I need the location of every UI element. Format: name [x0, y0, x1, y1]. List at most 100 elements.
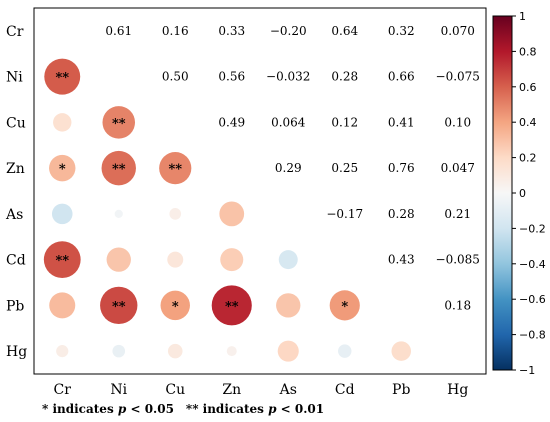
corr-circle [338, 344, 352, 358]
corr-value-label: −0.032 [266, 70, 310, 84]
significance-mark: * [172, 299, 179, 314]
colorbar-tick-label: 0 [519, 187, 526, 200]
corr-circle [329, 290, 360, 321]
x-tick-label: Ni [110, 382, 127, 398]
corr-circle [101, 150, 136, 186]
corr-value-label: 0.49 [218, 115, 245, 129]
significance-footnote: * indicates p < 0.05 ** indicates p < 0.0… [42, 402, 324, 416]
colorbar-tick-label: −1 [519, 364, 535, 377]
corr-circle [49, 154, 76, 182]
corr-value-label: 0.32 [388, 24, 415, 38]
y-tick-label: As [5, 207, 23, 223]
corr-circle [169, 208, 182, 220]
y-tick-label: Hg [6, 344, 27, 360]
corr-circle [43, 241, 81, 279]
y-tick-label: Zn [6, 161, 25, 177]
corr-value-label: 0.41 [388, 115, 415, 129]
corr-circle [277, 340, 299, 362]
y-tick-label: Ni [6, 70, 23, 86]
x-tick-label: Zn [222, 382, 241, 398]
footnote-p-2: p [268, 402, 277, 416]
corr-value-label: −0.17 [326, 207, 363, 221]
corr-value-label: 0.12 [331, 115, 358, 129]
colorbar-tick-label: 1 [519, 10, 526, 23]
y-tick-label: Pb [6, 298, 24, 314]
corr-value-label: −0.20 [270, 24, 307, 38]
corr-value-label: 0.25 [331, 161, 358, 175]
x-tick-label: Pb [392, 382, 410, 398]
colorbar-tick-label: 0.6 [519, 81, 537, 94]
colorbar-tick-label: 0.8 [519, 45, 537, 58]
corr-circle [226, 346, 237, 357]
footnote-text-3: ** indicates [185, 402, 269, 416]
significance-mark: ** [55, 254, 69, 269]
significance-mark: * [59, 162, 66, 177]
footnote-text-2: < 0.05 [126, 402, 174, 416]
corr-circle [106, 247, 131, 272]
footnote-text-4: < 0.01 [276, 402, 325, 416]
corr-circle [219, 201, 245, 227]
corr-value-label: 0.33 [218, 24, 245, 38]
corr-circle [44, 58, 81, 95]
corr-circle [56, 345, 69, 358]
colorbar-tick-label: −0.8 [519, 329, 546, 342]
significance-mark: ** [225, 299, 239, 314]
significance-mark: ** [55, 71, 69, 86]
footnote-text-1: * indicates [42, 402, 118, 416]
corr-circle [49, 292, 76, 319]
corr-circle [53, 113, 72, 132]
colorbar-tick-label: 0.4 [519, 116, 537, 129]
x-tick-label: Cr [54, 382, 72, 398]
y-tick-label: Cu [6, 115, 26, 131]
corr-value-label: 0.070 [441, 24, 475, 38]
plot-frame [33, 7, 487, 375]
x-tick-label: Cd [335, 382, 355, 398]
colorbar-tick-label: 0.2 [519, 152, 537, 165]
corr-value-label: 0.10 [444, 115, 471, 129]
corr-value-label: 0.50 [162, 70, 189, 84]
colorbar-tick-label: −0.2 [519, 222, 546, 235]
corr-value-label: 0.29 [275, 161, 302, 175]
colorbar-tick-label: −0.6 [519, 293, 546, 306]
corr-value-label: 0.43 [388, 253, 415, 267]
corr-value-label: 0.76 [388, 161, 415, 175]
corr-value-label: 0.28 [388, 207, 415, 221]
corr-circle [114, 209, 123, 218]
corr-circle [100, 286, 138, 325]
significance-mark: * [341, 299, 348, 314]
corr-circle [160, 290, 190, 321]
corr-circle [51, 203, 73, 225]
significance-mark: ** [112, 116, 126, 131]
x-tick-label: As [279, 382, 297, 398]
y-tick-label: Cd [6, 253, 26, 269]
corr-circle [167, 251, 184, 268]
corr-circle [220, 248, 244, 272]
colorbar-tick-label: −0.4 [519, 258, 546, 271]
corr-value-label: 0.56 [218, 70, 245, 84]
corr-value-label: 0.047 [441, 161, 475, 175]
significance-mark: ** [112, 162, 126, 177]
corr-value-label: 0.18 [444, 298, 471, 312]
corr-circle [112, 344, 126, 358]
corr-circle [276, 293, 301, 318]
footnote-p-1: p [117, 402, 127, 416]
corr-value-label: 0.66 [388, 70, 415, 84]
corr-value-label: 0.28 [331, 70, 358, 84]
corr-circle [211, 285, 252, 326]
corr-value-label: 0.61 [105, 24, 132, 38]
corr-circle [102, 106, 136, 139]
corr-value-label: −0.075 [436, 70, 480, 84]
x-tick-label: Hg [447, 382, 468, 398]
x-tick-label: Cu [165, 382, 185, 398]
significance-mark: ** [168, 162, 182, 177]
corr-circle [278, 250, 298, 270]
corr-value-label: 0.064 [271, 115, 306, 129]
corr-circle [159, 152, 192, 185]
significance-mark: ** [112, 299, 126, 314]
corr-circle [167, 343, 183, 359]
corr-value-label: 0.64 [331, 24, 358, 38]
y-tick-label: Cr [6, 24, 24, 40]
corr-value-label: 0.21 [444, 207, 471, 221]
colorbar [492, 15, 513, 371]
